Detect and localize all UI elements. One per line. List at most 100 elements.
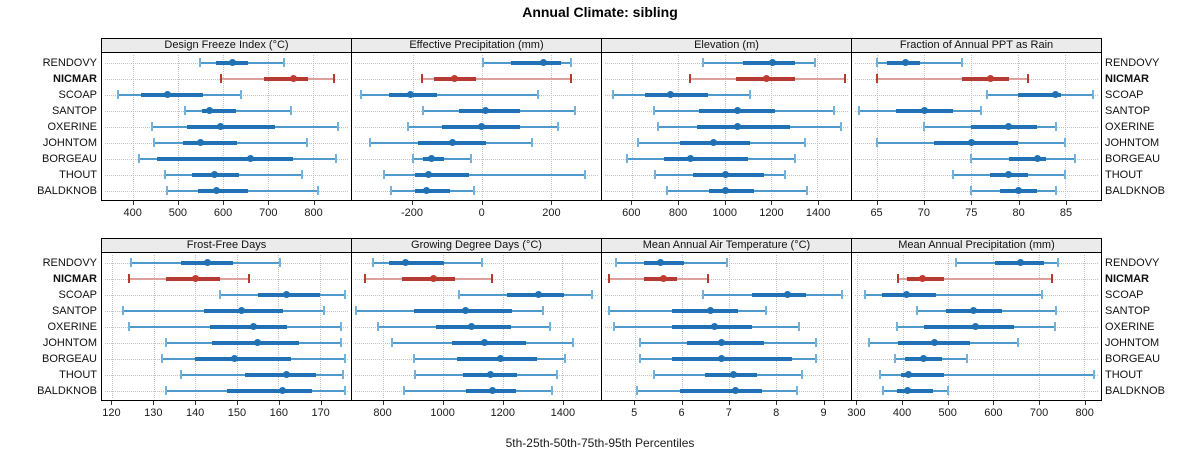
whisker-5-95 [185, 109, 292, 112]
v-gridline [857, 255, 859, 398]
median-dot [231, 355, 239, 362]
median-dot [709, 139, 717, 146]
panel-plot-area [101, 53, 352, 201]
panel-plot-area [851, 53, 1102, 201]
whisker-cap [625, 154, 628, 163]
median-dot [659, 275, 667, 282]
axis-tick-label: 160 [269, 407, 288, 419]
median-dot [467, 323, 475, 330]
axis-tick-label: 8 [773, 407, 780, 419]
whisker-5-95 [877, 77, 1028, 80]
whisker-cap [343, 386, 346, 395]
median-dot [407, 91, 415, 98]
whisker-cap [555, 370, 558, 379]
v-gridline [877, 55, 879, 198]
panel-x-axis: 120 130 140 150 160 170 [101, 401, 352, 425]
whisker-cap [840, 290, 843, 299]
median-dot [971, 323, 979, 330]
station-label: BORGEAU [41, 152, 97, 165]
axis-tick [876, 201, 878, 205]
iqr-bar-25-75 [187, 124, 275, 129]
axis-tick [993, 401, 995, 405]
station-label: SCOAP [58, 88, 97, 101]
median-dot [449, 139, 457, 146]
whisker-cap [117, 90, 120, 99]
axis-tick-label: 600 [622, 207, 641, 219]
whisker-5-95 [865, 293, 1043, 296]
whisker-cap [1054, 322, 1057, 331]
median-dot [461, 307, 469, 314]
v-gridline [112, 255, 114, 398]
whisker-cap [165, 386, 168, 395]
whisker-cap [749, 90, 752, 99]
whisker-cap [343, 290, 346, 299]
whisker-cap [857, 106, 860, 115]
iqr-bar-25-75 [415, 172, 469, 177]
axis-tick [442, 401, 444, 405]
station-label: BORGEAU [41, 352, 97, 365]
axis-tick [1039, 401, 1041, 405]
axis-tick-label: 600 [984, 407, 1003, 419]
axis-tick [313, 201, 315, 205]
whisker-cap [161, 354, 164, 363]
axis-tick [923, 201, 925, 205]
axis-tick-label: 700 [259, 207, 278, 219]
axis-tick [278, 401, 280, 405]
whisker-cap [955, 258, 958, 267]
whisker-cap [833, 106, 836, 115]
panel-strip-title: Growing Degree Days (°C) [411, 239, 542, 251]
median-dot [205, 107, 213, 114]
axis-tick [856, 401, 858, 405]
station-label: RENDOVY [42, 256, 97, 269]
panel-frost-free-days: Frost-Free Days 120 130 140 150 160 170 [101, 238, 352, 425]
whisker-cap [951, 170, 954, 179]
whisker-cap [491, 274, 494, 283]
whisker-cap [1054, 186, 1057, 195]
whisker-5-95 [898, 277, 1053, 280]
whisker-5-95 [421, 77, 571, 80]
whisker-cap [986, 90, 989, 99]
whisker-cap [127, 274, 130, 283]
iqr-bar-25-75 [389, 260, 445, 265]
station-labels-left: RENDOVY NICMAR SCOAP SANTOP OXERINE JOHNTOM BO… [0, 253, 97, 401]
median-dot [920, 355, 928, 362]
whisker-cap [665, 186, 668, 195]
whisker-cap [1016, 338, 1019, 347]
axis-tick-label: 1000 [712, 207, 737, 219]
whisker-cap [569, 74, 572, 83]
whisker-cap [482, 58, 485, 67]
whisker-cap [571, 338, 574, 347]
whisker-cap [390, 186, 393, 195]
chart-title: Annual Climate: sibling [522, 4, 678, 20]
whisker-cap [541, 306, 544, 315]
whisker-cap [611, 90, 614, 99]
station-label: BALDKNOB [1105, 184, 1165, 197]
h-gridline [605, 278, 848, 280]
whisker-cap [1073, 154, 1076, 163]
axis-tick [195, 401, 197, 405]
median-dot [249, 323, 257, 330]
iqr-bar-25-75 [182, 140, 237, 145]
axis-tick-label: 200 [542, 207, 561, 219]
station-label: RENDOVY [42, 56, 97, 69]
h-gridline [855, 390, 1098, 392]
panel-effective-precipitation: Effective Precipitation (mm) -200 0 200 [351, 38, 602, 225]
axis-tick-label: 1400 [805, 207, 831, 219]
median-dot [706, 307, 714, 314]
whisker-cap [814, 354, 817, 363]
panel-strip: Design Freeze Index (°C) [101, 38, 352, 53]
whisker-5-95 [880, 373, 1094, 376]
station-label: JOHNTOM [42, 136, 97, 149]
median-dot [730, 371, 738, 378]
station-label: BALDKNOB [37, 384, 97, 397]
median-dot [718, 355, 726, 362]
iqr-bar-25-75 [245, 372, 316, 377]
whisker-cap [574, 106, 577, 115]
whisker-cap [844, 74, 847, 83]
panel-band-top: RENDOVY NICMAR SCOAP SANTOP OXERINE JOHNTOM BO… [0, 38, 1200, 228]
whisker-cap [183, 106, 186, 115]
iqr-bar-25-75 [458, 108, 521, 113]
axis-tick [823, 401, 825, 405]
whisker-cap [323, 306, 326, 315]
median-dot [481, 107, 489, 114]
